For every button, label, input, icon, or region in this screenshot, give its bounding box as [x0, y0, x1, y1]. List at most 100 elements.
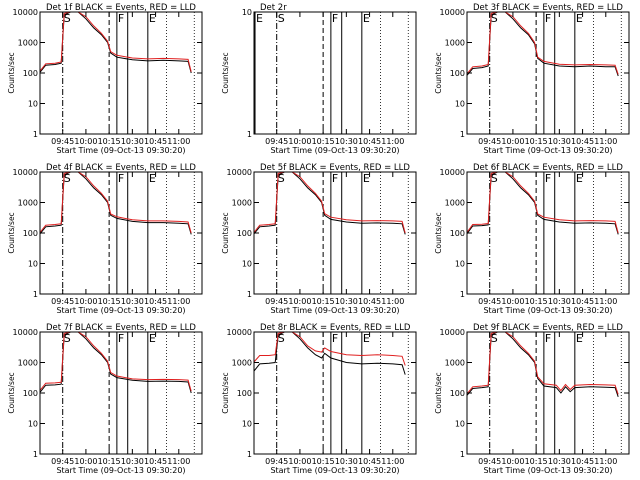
- series-line-lld: [254, 172, 406, 234]
- event-marker-label: S: [491, 332, 498, 345]
- y-tick-label: 10000: [440, 328, 465, 337]
- x-tick-label: 10:00: [74, 137, 97, 146]
- event-marker-label: F: [332, 332, 338, 345]
- x-tick-label: 09:45: [478, 457, 501, 466]
- x-tick-label: 09:45: [51, 137, 74, 146]
- x-tick-label: 10:15: [312, 297, 335, 306]
- event-marker-label: E: [363, 332, 370, 345]
- x-tick-label: 10:00: [288, 137, 311, 146]
- y-tick-label: 100: [450, 69, 465, 78]
- x-tick-label: 10:00: [74, 457, 97, 466]
- y-axis-label: Counts/sec: [434, 372, 443, 413]
- y-tick-label: 1: [247, 130, 252, 139]
- y-tick-label: 10000: [13, 168, 38, 177]
- y-tick-label: 10: [455, 100, 465, 109]
- x-tick-label: 10:00: [501, 297, 524, 306]
- y-tick-label: 10000: [13, 8, 38, 17]
- x-tick-label: 11:00: [594, 297, 617, 306]
- x-tick-label: 10:30: [121, 137, 144, 146]
- x-tick-label: 11:00: [167, 297, 190, 306]
- x-tick-label: 11:00: [381, 137, 404, 146]
- x-tick-label: 11:00: [167, 137, 190, 146]
- x-tick-label: 10:30: [548, 457, 571, 466]
- x-tick-label: 10:15: [312, 457, 335, 466]
- event-marker-label: S: [64, 332, 71, 345]
- x-tick-label: 11:00: [167, 457, 190, 466]
- plot-frame: [466, 11, 630, 135]
- y-tick-label: 10000: [440, 8, 465, 17]
- y-tick-label: 10: [242, 260, 252, 269]
- y-tick-label: 100: [450, 229, 465, 238]
- y-axis-label: Counts/sec: [221, 372, 230, 413]
- x-tick-label: 10:15: [98, 137, 121, 146]
- y-tick-label: 1000: [18, 39, 38, 48]
- series-line-lld: [467, 332, 619, 395]
- x-tick-label: 10:30: [121, 457, 144, 466]
- plot-frame: [39, 331, 203, 455]
- y-tick-label: 1: [33, 290, 38, 299]
- event-marker-label: S: [491, 12, 498, 25]
- y-tick-label: 1: [33, 130, 38, 139]
- y-tick-label: 1000: [445, 359, 465, 368]
- y-tick-label: 1: [460, 290, 465, 299]
- series-line-lld: [467, 172, 619, 234]
- y-tick-label: 1000: [232, 359, 252, 368]
- x-tick-label: 10:45: [358, 137, 381, 146]
- y-tick-label: 10: [28, 260, 38, 269]
- panel-title: Det 4f BLACK = Events, RED = LLD: [46, 163, 196, 173]
- x-axis-label: Start Time (09-Oct-13 09:30:20): [270, 466, 399, 475]
- plot-frame: [466, 331, 630, 455]
- series-line-events: [254, 172, 406, 235]
- x-axis-label: Start Time (09-Oct-13 09:30:20): [483, 466, 612, 475]
- y-tick-label: 10: [28, 420, 38, 429]
- x-tick-label: 10:45: [571, 297, 594, 306]
- y-tick-label: 100: [23, 69, 38, 78]
- y-tick-label: 1: [460, 450, 465, 459]
- plot-frame: [253, 171, 417, 295]
- x-tick-label: 10:00: [501, 137, 524, 146]
- y-tick-label: 1: [247, 450, 252, 459]
- y-tick-label: 10000: [13, 328, 38, 337]
- event-marker-label: E: [576, 332, 583, 345]
- event-marker-label: F: [118, 12, 124, 25]
- y-tick-label: 1000: [18, 359, 38, 368]
- event-marker-label: E: [149, 12, 156, 25]
- y-tick-label: 100: [450, 389, 465, 398]
- y-tick-label: 100: [237, 229, 252, 238]
- x-tick-label: 10:45: [144, 137, 167, 146]
- x-tick-label: 10:30: [121, 297, 144, 306]
- series-line-events: [40, 12, 192, 74]
- y-tick-label: 100: [23, 229, 38, 238]
- x-tick-label: 09:45: [51, 457, 74, 466]
- y-tick-label: 100: [23, 389, 38, 398]
- x-tick-label: 11:00: [381, 297, 404, 306]
- x-tick-label: 10:45: [144, 297, 167, 306]
- event-marker-label: F: [118, 332, 124, 345]
- y-tick-label: 1000: [232, 199, 252, 208]
- series-line-lld: [467, 12, 619, 75]
- event-marker-label: E: [576, 172, 583, 185]
- event-marker-label: S: [278, 332, 285, 345]
- x-tick-label: 09:45: [478, 137, 501, 146]
- y-tick-label: 10: [242, 420, 252, 429]
- plot-frame: [253, 331, 417, 455]
- y-axis-label: Counts/sec: [7, 372, 16, 413]
- x-tick-label: 10:45: [358, 457, 381, 466]
- panel-title: Det 5f BLACK = Events, RED = LLD: [260, 163, 410, 173]
- series-line-events: [254, 332, 406, 375]
- x-tick-label: 10:15: [98, 297, 121, 306]
- series-line-lld: [254, 332, 406, 366]
- x-tick-label: 10:30: [548, 137, 571, 146]
- x-axis-label: Start Time (09-Oct-13 09:30:20): [270, 146, 399, 155]
- panel-title: Det 2r: [260, 3, 287, 13]
- x-axis-label: Start Time (09-Oct-13 09:30:20): [56, 466, 185, 475]
- plot-frame: [466, 171, 630, 295]
- x-axis-label: Start Time (09-Oct-13 09:30:20): [56, 306, 185, 315]
- x-tick-label: 11:00: [594, 457, 617, 466]
- y-tick-label: 10: [242, 8, 252, 17]
- x-tick-label: 09:45: [478, 297, 501, 306]
